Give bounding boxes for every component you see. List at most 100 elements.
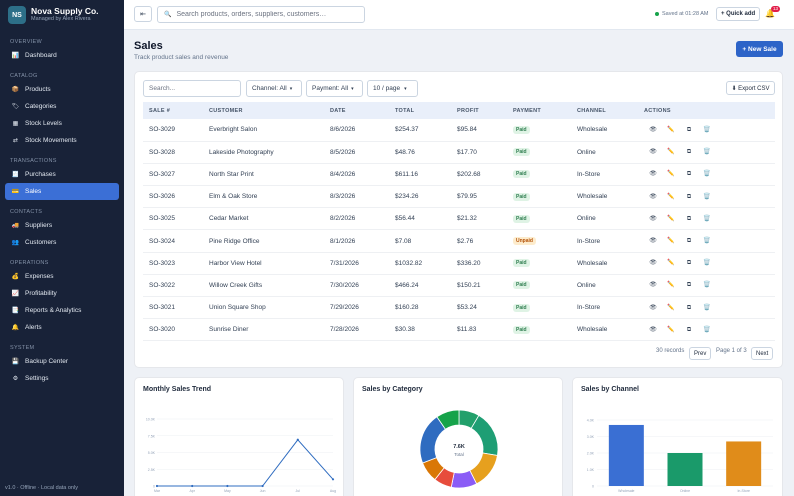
sidebar-item-alerts[interactable]: 🔔 Alerts [5, 319, 119, 336]
duplicate-icon[interactable]: ⧉ [686, 260, 692, 267]
view-icon[interactable]: 👁 [649, 215, 657, 222]
payment-filter-select[interactable]: Payment: All ▾ [306, 80, 363, 97]
view-icon[interactable]: 👁 [649, 149, 657, 156]
delete-icon[interactable]: 🗑️ [703, 126, 711, 133]
duplicate-icon[interactable]: ⧉ [686, 282, 692, 289]
view-icon[interactable]: 👁 [649, 282, 657, 289]
duplicate-icon[interactable]: ⧉ [686, 193, 692, 200]
cell-total: $254.37 [389, 119, 451, 142]
delete-icon[interactable]: 🗑️ [703, 238, 711, 245]
nav-section-label: CATALOG [10, 73, 38, 79]
edit-icon[interactable]: ✏️ [667, 126, 675, 133]
edit-icon[interactable]: ✏️ [667, 193, 675, 200]
cell-customer: Harbor View Hotel [203, 252, 324, 275]
edit-icon[interactable]: ✏️ [667, 326, 675, 333]
table-row[interactable]: SO-3021 Union Square Shop 7/29/2026 $160.28… [143, 296, 775, 320]
delete-icon[interactable]: 🗑️ [703, 193, 711, 200]
table-row[interactable]: SO-3022 Willow Creek Gifts 7/30/2026 $466.2… [143, 274, 775, 298]
table-row[interactable]: SO-3029 Everbright Salon 8/6/2026 $254.37 $9… [143, 119, 775, 142]
x-tick-label: Wholesale [618, 489, 634, 493]
sidebar-item-backup-center[interactable]: 💾 Backup Center [5, 353, 119, 370]
table-row[interactable]: SO-3028 Lakeside Photography 8/5/2026 $48.7… [143, 141, 775, 164]
edit-icon[interactable]: ✏️ [667, 282, 675, 289]
duplicate-icon[interactable]: ⧉ [686, 149, 692, 156]
sidebar-item-purchases[interactable]: 🧾 Purchases [5, 166, 119, 183]
sidebar-item-customers[interactable]: 👥 Customers [5, 234, 119, 251]
sidebar-item-profitability[interactable]: 📈 Profitability [5, 285, 119, 302]
duplicate-icon[interactable]: ⧉ [686, 238, 692, 245]
cell-payment: Paid [507, 318, 571, 342]
page-subtitle: Track product sales and revenue [134, 54, 229, 61]
table-search-input[interactable]: Search... [143, 80, 241, 97]
donut-slice [436, 409, 460, 430]
sidebar-item-suppliers[interactable]: 🚚 Suppliers [5, 217, 119, 234]
view-icon[interactable]: 👁 [649, 171, 657, 178]
edit-icon[interactable]: ✏️ [667, 304, 675, 311]
export-csv-button[interactable]: ⬇ Export CSV [726, 81, 775, 95]
next-page-button[interactable]: Next [751, 347, 774, 360]
cell-channel: Wholesale [571, 318, 638, 342]
delete-icon[interactable]: 🗑️ [703, 149, 711, 156]
table-row[interactable]: SO-3025 Cedar Market 8/2/2026 $56.44 $21.32 P… [143, 207, 775, 231]
sidebar-item-stock-movements[interactable]: ⇄ Stock Movements [5, 132, 119, 149]
cell-payment: Paid [507, 296, 571, 320]
delete-icon[interactable]: 🗑️ [703, 282, 711, 289]
sidebar-item-settings[interactable]: ⚙ Settings [5, 370, 119, 387]
global-search-input[interactable] [176, 11, 357, 18]
edit-icon[interactable]: ✏️ [667, 260, 675, 267]
table-row[interactable]: SO-3020 Sunrise Diner 7/28/2026 $30.38 $11.8… [143, 318, 775, 342]
sidebar-item-reports-analytics[interactable]: 📑 Reports & Analytics [5, 302, 119, 319]
duplicate-icon[interactable]: ⧉ [686, 171, 692, 178]
cell-customer: Elm & Oak Store [203, 185, 324, 209]
quick-add-button[interactable]: + Quick add [716, 7, 761, 21]
edit-icon[interactable]: ✏️ [667, 149, 675, 156]
delete-icon[interactable]: 🗑️ [703, 326, 711, 333]
chart-icon: 📊 [11, 53, 20, 59]
view-icon[interactable]: 👁 [649, 193, 657, 200]
collapse-sidebar-button[interactable]: ⇤ [134, 6, 152, 22]
duplicate-icon[interactable]: ⧉ [686, 215, 692, 222]
brand-subtitle: Managed by Alex Rivera [31, 16, 91, 22]
sidebar-item-expenses[interactable]: 💰 Expenses [5, 268, 119, 285]
x-tick-label: Jul [296, 489, 301, 493]
per-page-select[interactable]: 10 / page ▾ [367, 80, 418, 97]
duplicate-icon[interactable]: ⧉ [686, 326, 692, 333]
sidebar-item-sales[interactable]: 💳 Sales [5, 183, 119, 200]
duplicate-icon[interactable]: ⧉ [686, 126, 692, 133]
sidebar-item-categories[interactable]: 🏷 Categories [5, 98, 119, 115]
payment-status-badge: Paid [513, 148, 530, 157]
nav-section-label: TRANSACTIONS [10, 158, 57, 164]
delete-icon[interactable]: 🗑️ [703, 304, 711, 311]
view-icon[interactable]: 👁 [649, 126, 657, 133]
y-tick-label: 0 [153, 485, 155, 489]
sidebar-item-products[interactable]: 📦 Products [5, 81, 119, 98]
edit-icon[interactable]: ✏️ [667, 238, 675, 245]
view-icon[interactable]: 👁 [649, 238, 657, 245]
channel-filter-select[interactable]: Channel: All ▾ [246, 80, 302, 97]
table-row[interactable]: SO-3024 Pine Ridge Office 8/1/2026 $7.08 $2.… [143, 229, 775, 253]
edit-icon[interactable]: ✏️ [667, 171, 675, 178]
table-body: SO-3029 Everbright Salon 8/6/2026 $254.37 $9… [143, 119, 775, 342]
sidebar-item-dashboard[interactable]: 📊 Dashboard [5, 47, 119, 64]
table-row[interactable]: SO-3026 Elm & Oak Store 8/3/2026 $234.26 $79… [143, 185, 775, 209]
delete-icon[interactable]: 🗑️ [703, 171, 711, 178]
card-icon: 💳 [11, 189, 20, 195]
view-icon[interactable]: 👁 [649, 326, 657, 333]
sidebar-item-stock-levels[interactable]: ▦ Stock Levels [5, 115, 119, 132]
notifications-button[interactable]: 🔔 13 [765, 6, 781, 18]
prev-page-button[interactable]: Prev [689, 347, 712, 360]
duplicate-icon[interactable]: ⧉ [686, 304, 692, 311]
edit-icon[interactable]: ✏️ [667, 215, 675, 222]
table-row[interactable]: SO-3027 North Star Print 8/4/2026 $611.16 $2… [143, 163, 775, 187]
view-icon[interactable]: 👁 [649, 304, 657, 311]
cell-date: 8/2/2026 [324, 207, 389, 231]
table-row[interactable]: SO-3023 Harbor View Hotel 7/31/2026 $1032.8… [143, 252, 775, 275]
view-icon[interactable]: 👁 [649, 260, 657, 267]
nav-section-label: OVERVIEW [10, 39, 42, 45]
new-sale-button[interactable]: + New Sale [736, 41, 783, 57]
delete-icon[interactable]: 🗑️ [703, 260, 711, 267]
delete-icon[interactable]: 🗑️ [703, 215, 711, 222]
column-header: PROFIT [457, 107, 479, 114]
cell-profit: $2.76 [451, 229, 507, 253]
global-search[interactable]: 🔍 [157, 6, 365, 23]
